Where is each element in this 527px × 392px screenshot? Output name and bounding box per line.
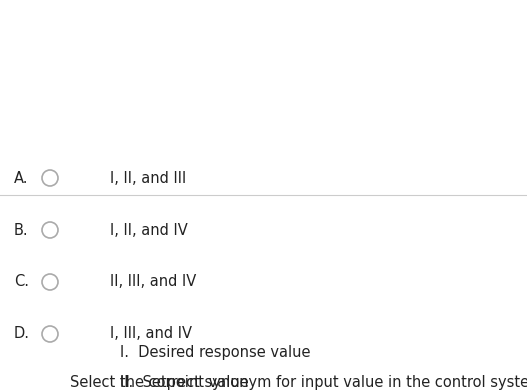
Text: Select the correct synonym for input value in the control system.: Select the correct synonym for input val…	[70, 375, 527, 390]
Text: D.: D.	[14, 327, 30, 341]
Text: A.: A.	[14, 171, 28, 185]
Text: B.: B.	[14, 223, 28, 238]
Text: I.  Desired response value: I. Desired response value	[120, 345, 310, 360]
Text: I, II, and IV: I, II, and IV	[110, 223, 188, 238]
Text: I, III, and IV: I, III, and IV	[110, 327, 192, 341]
Text: II.  Setpoint value: II. Setpoint value	[120, 375, 249, 390]
Text: I, II, and III: I, II, and III	[110, 171, 186, 185]
Text: II, III, and IV: II, III, and IV	[110, 274, 196, 290]
Text: C.: C.	[14, 274, 29, 290]
